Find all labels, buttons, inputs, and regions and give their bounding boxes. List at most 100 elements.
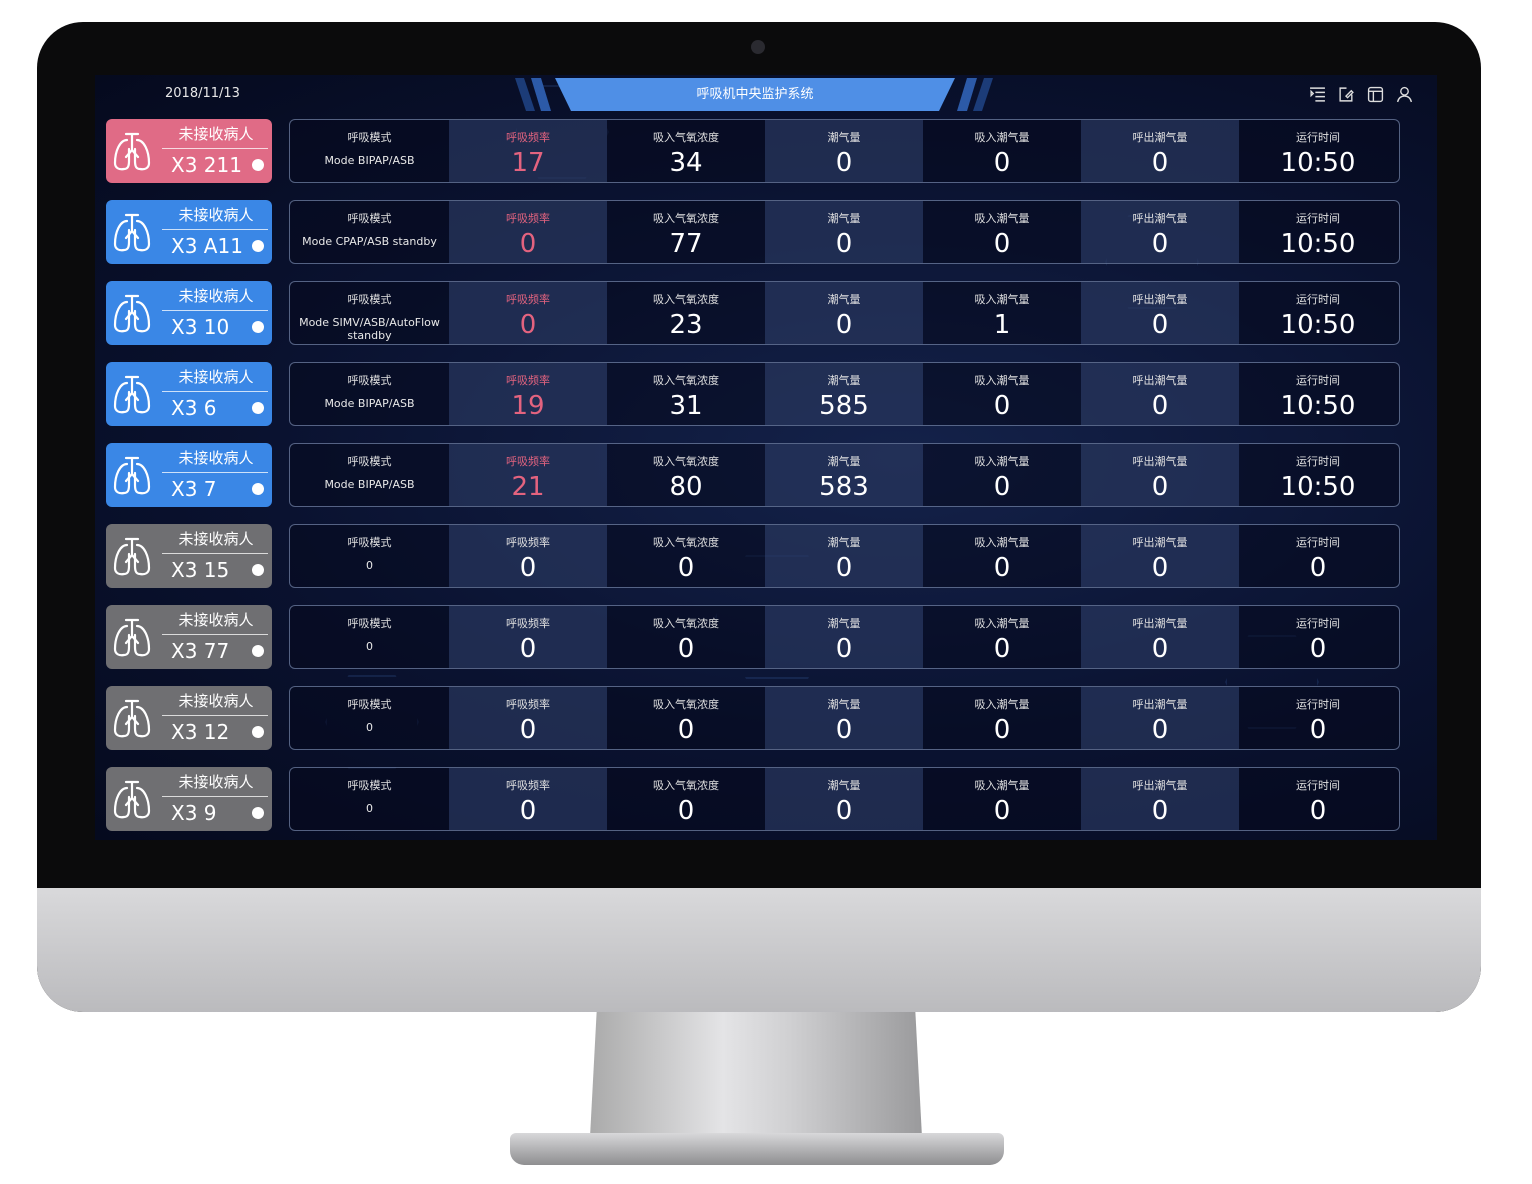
lungs-icon xyxy=(112,212,152,254)
cell-reading: 运行时间 10:50 xyxy=(1239,444,1397,506)
column-label: 潮气量 xyxy=(827,455,861,468)
edit-bed-icon[interactable] xyxy=(252,807,264,819)
cell-reading: 潮气量 0 xyxy=(765,201,923,263)
cell-reading: 呼吸频率 19 xyxy=(449,363,607,425)
lungs-icon xyxy=(112,455,152,497)
ventilator-row: 未接收病人 X3 7 呼吸模式 Mode BIPAP/ASB 呼吸频率 21 吸… xyxy=(106,443,1400,507)
edit-icon[interactable] xyxy=(1338,86,1355,103)
readings-table: 呼吸模式 0 呼吸频率 0 吸入气氧浓度 0 潮气量 0 吸入潮气量 0 呼出潮… xyxy=(289,605,1400,669)
column-label: 吸入潮气量 xyxy=(974,536,1030,549)
edit-bed-icon[interactable] xyxy=(252,726,264,738)
bed-card[interactable]: 未接收病人 X3 7 xyxy=(106,443,272,507)
cell-mode: 呼吸模式 Mode CPAP/ASB standby xyxy=(290,201,449,263)
edit-bed-icon[interactable] xyxy=(252,159,264,171)
bed-card[interactable]: 未接收病人 X3 77 xyxy=(106,605,272,669)
patient-status: 未接收病人 xyxy=(178,287,254,305)
reading-value: 0 xyxy=(519,310,537,340)
column-label: 呼吸模式 xyxy=(347,131,392,144)
list-icon[interactable] xyxy=(1309,86,1326,103)
column-label: 呼吸模式 xyxy=(347,617,392,630)
mode-value: Mode CPAP/ASB standby xyxy=(302,235,437,248)
bed-number: X3 211 xyxy=(171,153,242,177)
reading-value: 21 xyxy=(511,472,545,502)
reading-value: 0 xyxy=(1309,715,1327,745)
divider xyxy=(162,472,268,473)
bed-card[interactable]: 未接收病人 X3 211 xyxy=(106,119,272,183)
cell-reading: 潮气量 0 xyxy=(765,282,923,344)
column-label: 呼吸模式 xyxy=(347,779,392,792)
edit-bed-icon[interactable] xyxy=(252,240,264,252)
reading-value: 31 xyxy=(669,391,703,421)
reading-value: 0 xyxy=(1151,310,1169,340)
title-stripe xyxy=(957,78,977,111)
cell-reading: 潮气量 0 xyxy=(765,687,923,749)
column-label: 呼吸模式 xyxy=(347,698,392,711)
reading-value: 0 xyxy=(993,148,1011,178)
bed-card[interactable]: 未接收病人 X3 15 xyxy=(106,524,272,588)
reading-value: 0 xyxy=(993,472,1011,502)
bed-card[interactable]: 未接收病人 X3 12 xyxy=(106,686,272,750)
reading-value: 0 xyxy=(993,553,1011,583)
edit-bed-icon[interactable] xyxy=(252,402,264,414)
column-label: 呼吸频率 xyxy=(506,374,550,387)
cell-reading: 呼吸频率 0 xyxy=(449,606,607,668)
reading-value: 0 xyxy=(993,715,1011,745)
column-label: 潮气量 xyxy=(827,536,861,549)
bed-card[interactable]: 未接收病人 X3 9 xyxy=(106,767,272,831)
column-label: 运行时间 xyxy=(1296,698,1340,711)
divider xyxy=(162,391,268,392)
bed-number: X3 7 xyxy=(171,477,217,501)
edit-bed-icon[interactable] xyxy=(252,483,264,495)
bed-card[interactable]: 未接收病人 X3 6 xyxy=(106,362,272,426)
cell-reading: 潮气量 0 xyxy=(765,120,923,182)
ventilator-row: 未接收病人 X3 6 呼吸模式 Mode BIPAP/ASB 呼吸频率 19 吸… xyxy=(106,362,1400,426)
cell-reading: 呼吸频率 17 xyxy=(449,120,607,182)
reading-value: 0 xyxy=(1151,391,1169,421)
cell-reading: 潮气量 0 xyxy=(765,606,923,668)
reading-value: 17 xyxy=(511,148,545,178)
column-label: 运行时间 xyxy=(1296,536,1340,549)
patient-status: 未接收病人 xyxy=(178,449,254,467)
reading-value: 10:50 xyxy=(1280,310,1356,340)
cell-mode: 呼吸模式 Mode BIPAP/ASB xyxy=(290,120,449,182)
cell-reading: 呼吸频率 0 xyxy=(449,768,607,830)
reading-value: 0 xyxy=(993,634,1011,664)
cell-reading: 呼吸频率 0 xyxy=(449,525,607,587)
patient-status: 未接收病人 xyxy=(178,530,254,548)
user-icon[interactable] xyxy=(1396,86,1413,103)
app-title: 呼吸机中央监护系统 xyxy=(555,78,955,111)
lungs-icon xyxy=(112,536,152,578)
layout-icon[interactable] xyxy=(1367,86,1384,103)
lungs-icon xyxy=(112,131,152,173)
reading-value: 0 xyxy=(1151,715,1169,745)
edit-bed-icon[interactable] xyxy=(252,564,264,576)
lungs-icon xyxy=(112,293,152,335)
reading-value: 1 xyxy=(993,310,1011,340)
mode-value: Mode BIPAP/ASB xyxy=(324,397,415,410)
reading-value: 0 xyxy=(519,553,537,583)
column-label: 吸入潮气量 xyxy=(974,131,1030,144)
mode-value: Mode BIPAP/ASB xyxy=(324,478,415,491)
cell-reading: 呼出潮气量 0 xyxy=(1081,768,1239,830)
bed-card[interactable]: 未接收病人 X3 A11 xyxy=(106,200,272,264)
cell-reading: 吸入潮气量 0 xyxy=(923,606,1081,668)
reading-value: 0 xyxy=(677,796,695,826)
divider xyxy=(162,796,268,797)
monitor-stand xyxy=(590,1012,922,1137)
column-label: 吸入潮气量 xyxy=(974,698,1030,711)
reading-value: 23 xyxy=(669,310,703,340)
column-label: 运行时间 xyxy=(1296,293,1340,306)
reading-value: 583 xyxy=(819,472,869,502)
camera xyxy=(751,40,765,54)
title-stripe xyxy=(973,78,993,111)
ventilator-row: 未接收病人 X3 9 呼吸模式 0 呼吸频率 0 吸入气氧浓度 0 潮气量 0 … xyxy=(106,767,1400,831)
reading-value: 80 xyxy=(669,472,703,502)
cell-reading: 吸入潮气量 0 xyxy=(923,201,1081,263)
bed-card[interactable]: 未接收病人 X3 10 xyxy=(106,281,272,345)
column-label: 吸入潮气量 xyxy=(974,293,1030,306)
reading-value: 0 xyxy=(1309,634,1327,664)
edit-bed-icon[interactable] xyxy=(252,645,264,657)
column-label: 吸入气氧浓度 xyxy=(653,536,719,549)
edit-bed-icon[interactable] xyxy=(252,321,264,333)
cell-reading: 吸入气氧浓度 0 xyxy=(607,606,765,668)
